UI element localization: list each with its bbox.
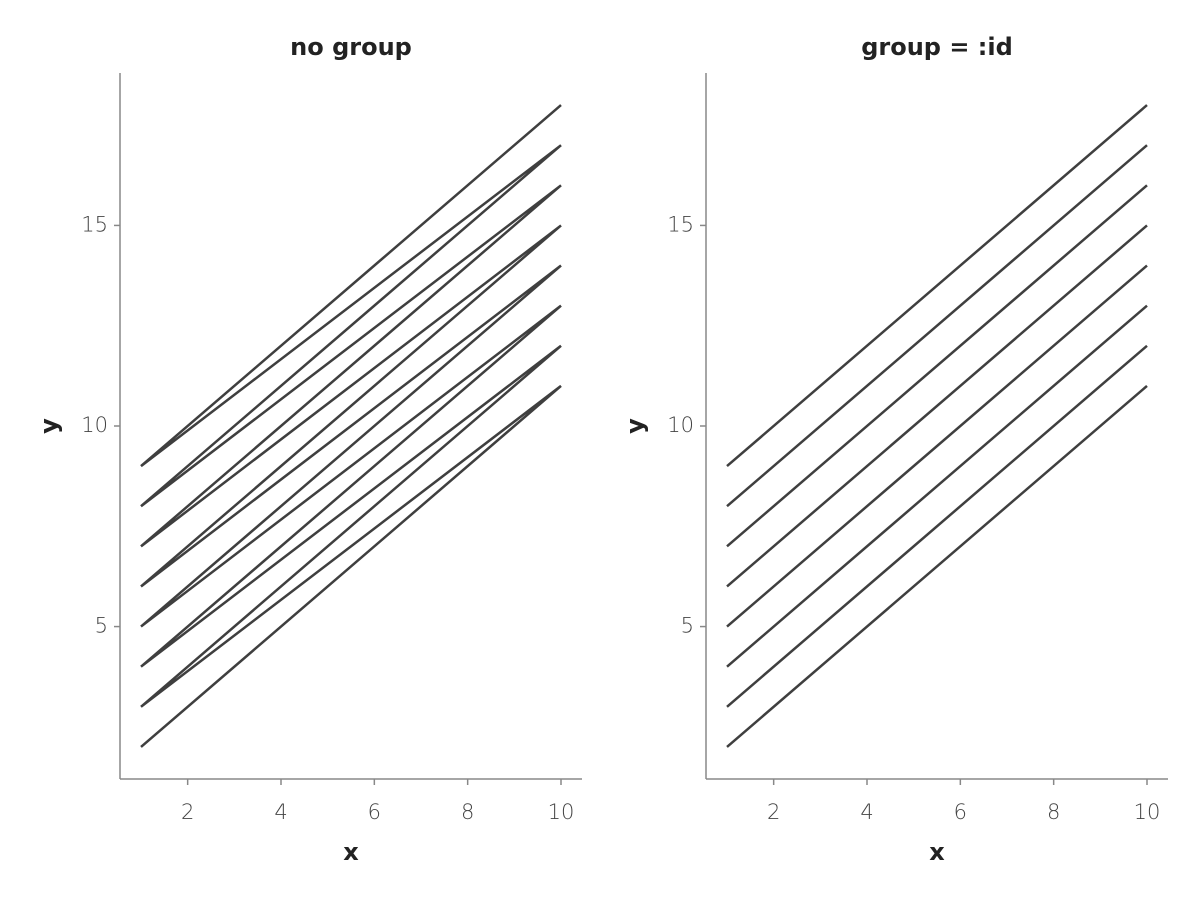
x-tick-label: 4	[860, 800, 873, 824]
x-tick-label: 8	[1047, 800, 1060, 824]
line	[726, 344, 1148, 708]
y-tick-label: 5	[95, 614, 108, 638]
chart-title: group = :id	[861, 33, 1013, 61]
y-tick-label: 10	[81, 413, 108, 437]
panel: group = :id 2 4 6 8 10 5 10 15 x y	[621, 33, 1168, 866]
y-axis-label: y	[621, 418, 649, 434]
line	[726, 144, 1148, 508]
x-tick-label: 10	[1134, 800, 1161, 824]
x-tick-label: 10	[548, 800, 575, 824]
line	[140, 104, 562, 748]
line	[726, 384, 1148, 748]
x-axis-label: x	[929, 838, 945, 866]
line	[726, 304, 1148, 668]
x-tick-label: 6	[954, 800, 967, 824]
line	[726, 224, 1148, 588]
y-tick-label: 15	[667, 212, 694, 236]
y-tick-label: 10	[667, 413, 694, 437]
x-tick-label: 6	[368, 800, 381, 824]
line	[726, 264, 1148, 628]
y-axis-label: y	[35, 418, 63, 434]
x-axis-label: x	[343, 838, 359, 866]
line	[726, 104, 1148, 468]
x-tick-label: 8	[461, 800, 474, 824]
x-tick-label: 2	[181, 800, 194, 824]
x-tick-label: 2	[767, 800, 780, 824]
chart-title: no group	[290, 33, 412, 61]
x-tick-label: 4	[274, 800, 287, 824]
panel: no group 2 4 6 8 10 5 10 15 x y	[35, 33, 582, 866]
y-tick-label: 5	[681, 614, 694, 638]
line	[726, 184, 1148, 548]
y-tick-label: 15	[81, 212, 108, 236]
